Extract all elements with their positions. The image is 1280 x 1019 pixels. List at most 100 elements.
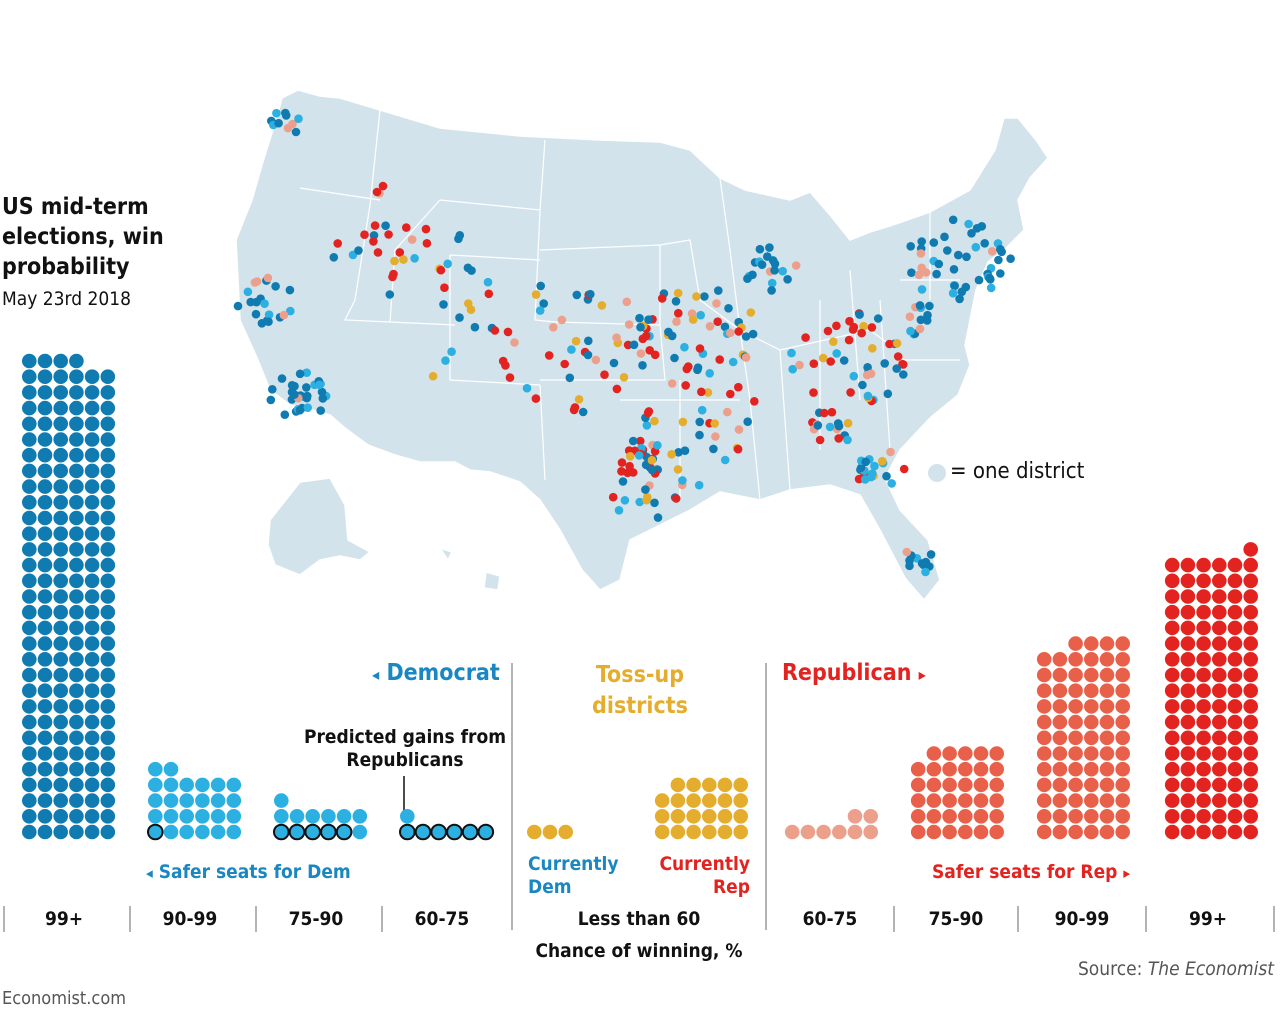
header-democrat: ◂ Democrat [372,660,500,686]
rep-seat-dot [1036,824,1052,840]
dem-seat-dot [22,777,37,793]
district-dot [549,323,558,332]
dem-seat-dot [53,510,68,526]
rep-seat-dot [1196,746,1211,761]
rep-seat-dot [1068,793,1083,808]
district-dot [680,446,690,456]
district-dot [440,283,449,293]
district-dot [757,260,767,270]
district-dot [767,278,777,288]
dem-seat-dot [179,824,194,840]
district-dot [531,394,541,403]
rep-seat-dot [1196,761,1211,777]
dem-seat-dot [163,761,179,777]
tossup-rep-dot [686,824,701,840]
rep-seat-dot [1227,667,1243,683]
dem-seat-dot [352,809,368,824]
rep-seat-dot [989,746,1004,761]
district-dot [678,417,688,427]
district-dot [407,235,417,244]
rep-seat-dot [1212,573,1227,589]
district-dot [287,387,297,397]
rep-seat-dot [1180,683,1196,698]
rep-seat-dot [1164,683,1180,698]
dem-seat-dot [84,510,100,526]
dem-seat-dot [22,683,37,698]
dem-seat-dot [461,823,479,841]
district-dot [743,417,752,427]
dem-seat-dot [195,793,210,808]
district-dot [673,465,683,474]
dem-seat-dot [53,746,68,761]
district-dot [859,321,868,331]
district-dot [436,265,446,275]
rep-seat-dot [1084,761,1099,777]
rep-seat-dot [1180,761,1196,777]
district-dot [915,324,925,334]
rep-seat-dot [1180,667,1196,683]
tossup-rep-dot [717,793,733,808]
dem-seat-dot [69,824,84,840]
district-dot [886,447,895,457]
district-dot [726,389,735,399]
rep-seat-dot [1243,620,1258,636]
rep-seat-dot [863,809,878,824]
tossup-rep-dot [686,793,701,808]
rep-seat-dot [1196,620,1211,636]
district-dot [657,294,667,303]
district-dot [921,557,931,567]
district-dot [996,245,1005,254]
district-dot [791,261,801,270]
rep-seat-dot [800,824,816,840]
dem-seat-dot [100,714,116,730]
rep-seat-dot [1164,604,1180,620]
safer-dem-label: ◂ Safer seats for Dem [146,861,351,883]
rep-seat-dot [1115,793,1130,808]
rep-seat-dot [1180,604,1196,620]
district-dot [536,281,545,291]
district-dot [809,359,819,369]
rep-seat-dot [910,793,926,808]
dem-seat-dot [195,809,210,824]
dem-seat-dot [69,604,84,620]
rep-seat-dot [1227,636,1243,651]
rep-seat-dot [1115,761,1130,777]
dem-seat-dot [210,793,226,808]
rep-seat-dot [1212,824,1227,840]
dem-seat-dot [37,620,53,636]
tossup-rep-dot [717,809,733,824]
dem-seat-dot [69,495,84,510]
dem-seat-dot [69,510,84,526]
rep-seat-dot [1243,699,1258,714]
district-dot [974,275,984,285]
rep-seat-dot [1084,652,1099,667]
dem-seat-dot [100,824,116,840]
district-dot [985,273,994,283]
dem-seat-dot [84,573,100,589]
district-dot [535,306,545,315]
district-dot [645,346,654,355]
rep-seat-dot [1068,777,1083,793]
district-dot [755,244,765,254]
district-dot [470,322,480,332]
dem-seat-dot [37,809,53,824]
rep-seat-dot [1243,824,1258,840]
dem-seat-dot [53,557,68,573]
district-dot [917,285,927,294]
dem-seat-dot [69,479,84,494]
district-dot [484,289,494,299]
rep-seat-dot [958,809,973,824]
rep-seat-dot [1212,636,1227,651]
district-dot [861,457,870,467]
bin-label: 99+ [44,908,84,930]
district-dot [892,364,901,373]
rep-seat-dot [1084,793,1099,808]
district-dot [705,322,715,331]
header-tossup: Toss-up districts [592,662,688,719]
district-dot [705,369,714,378]
dem-seat-dot [84,761,100,777]
dem-seat-dot [22,620,37,636]
district-dot [378,181,388,191]
rep-seat-dot [1227,730,1243,746]
